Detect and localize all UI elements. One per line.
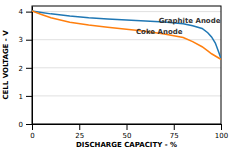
tick: 100: [215, 124, 228, 140]
y-axis-title: CELL VOLTAGE - V: [2, 30, 10, 100]
tick: 0: [19, 121, 32, 129]
tick-mark: [174, 124, 175, 130]
tick-mark: [26, 12, 32, 13]
tick-mark: [32, 124, 33, 130]
plot-frame: [32, 6, 221, 124]
tick: 75: [170, 124, 179, 140]
tick-label: 2: [19, 65, 23, 73]
lines: [32, 11, 221, 59]
tick-mark: [26, 96, 32, 97]
annotation: Coke Anode: [136, 28, 183, 36]
x-axis-title: DISCHARGE CAPACITY - %: [76, 141, 177, 149]
axis-line: [32, 7, 33, 125]
annotation: Graphite Anode: [159, 17, 221, 25]
tick-label: 100: [215, 132, 228, 140]
tick: 3: [19, 36, 32, 44]
tick: 1: [19, 93, 32, 101]
tick-mark: [26, 68, 32, 69]
grid-line: [32, 67, 221, 68]
tick-label: 4: [19, 8, 24, 16]
tick-label: 1: [19, 93, 23, 101]
grid: [32, 12, 221, 124]
grid-line: [32, 11, 221, 12]
tick-mark: [79, 124, 80, 130]
tick-label: 0: [30, 132, 34, 140]
tick-mark: [26, 124, 32, 125]
tick-label: 3: [19, 36, 23, 44]
x-axis: 0 25 50 75 100: [30, 124, 228, 140]
chart: 0 25 50 75 100 0 1 2 3 4 Graphite Anode Coke Anode D…: [0, 0, 231, 150]
tick-mark: [26, 40, 32, 41]
tick: 0: [30, 124, 34, 140]
tick-label: 25: [75, 132, 84, 140]
grid-line: [32, 39, 221, 40]
y-axis: 0 1 2 3 4: [19, 7, 33, 129]
series-line: [32, 11, 221, 59]
tick: 25: [75, 124, 84, 140]
tick-label: 0: [19, 121, 23, 129]
tick-mark: [127, 124, 128, 130]
plot: 0 25 50 75 100 0 1 2 3 4 Graphite Anode Coke Anode: [19, 6, 229, 140]
grid-line: [32, 95, 221, 96]
tick-label: 75: [170, 132, 179, 140]
tick-mark: [221, 124, 222, 130]
annotations: Graphite Anode Coke Anode: [136, 17, 221, 36]
tick: 2: [19, 65, 32, 73]
series-line: [32, 11, 221, 59]
tick: 4: [19, 8, 32, 16]
tick-label: 50: [123, 132, 132, 140]
tick: 50: [123, 124, 132, 140]
